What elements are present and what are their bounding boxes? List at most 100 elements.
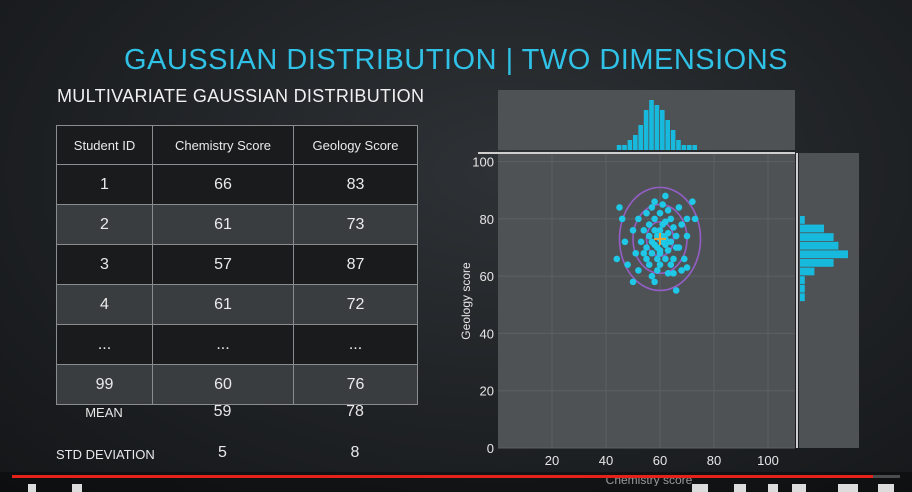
data-point (651, 241, 658, 248)
data-point (629, 227, 637, 234)
data-point (645, 261, 653, 268)
slide-subtitle: MULTIVARIATE GAUSSIAN DISTRIBUTION (57, 86, 425, 106)
volume-icon[interactable] (72, 484, 82, 492)
fullscreen-icon[interactable] (878, 484, 894, 492)
gear-icon[interactable] (734, 484, 746, 492)
main-panel (498, 153, 795, 448)
data-point (618, 215, 626, 223)
mean-marker (654, 232, 666, 245)
data-point (667, 238, 675, 246)
cell-geology: 73 (293, 204, 418, 245)
data-point (670, 224, 677, 231)
data-point (654, 232, 661, 240)
x-tick-labels: 20 40 60 80 100 (545, 453, 779, 468)
cell-geology: ... (293, 324, 418, 365)
data-point (654, 267, 661, 274)
std-chemistry: 5 (218, 444, 227, 461)
right-histogram (800, 216, 848, 302)
table-row: 2 61 73 (56, 204, 418, 245)
table-row: 1 66 83 (56, 164, 418, 205)
data-point (621, 238, 629, 246)
top-hist-bar (670, 130, 676, 150)
data-point (648, 249, 656, 257)
data-point (656, 209, 664, 217)
data-point (670, 269, 677, 277)
cell-geology: 83 (293, 164, 418, 205)
contour-ellipse (618, 186, 702, 292)
y-axis-label: Geology score (459, 262, 473, 340)
right-hist-bar (800, 258, 834, 267)
data-point (645, 232, 653, 240)
data-point (651, 227, 658, 234)
x-tick-label: 100 (757, 453, 779, 468)
play-icon[interactable] (28, 484, 36, 492)
progress-fill (12, 475, 874, 478)
right-hist-panel (799, 153, 859, 448)
top-hist-bar (665, 120, 670, 150)
data-point (672, 287, 680, 294)
data-point (678, 221, 685, 228)
cast-icon[interactable] (838, 484, 858, 492)
data-point (683, 215, 691, 223)
right-hist-bar (800, 267, 815, 276)
data-point (689, 198, 696, 205)
mean-geology: 78 (346, 403, 364, 420)
cell-student-id: 3 (56, 244, 153, 285)
x-tick-label: 60 (653, 453, 667, 468)
data-point (637, 238, 645, 246)
data-point (664, 247, 672, 254)
theater-icon[interactable] (792, 484, 806, 492)
data-point (664, 206, 672, 214)
data-point (635, 267, 642, 274)
top-hist-bar (616, 145, 622, 150)
std-geology: 8 (350, 444, 360, 461)
top-hist-bar (687, 145, 692, 150)
data-point (616, 204, 623, 211)
cell-chemistry: ... (152, 324, 294, 365)
data-point (662, 192, 669, 200)
cell-chemistry: 61 (152, 204, 294, 245)
data-point (672, 244, 680, 251)
table-header-row: Student ID Chemistry Score Geology Score (56, 125, 418, 165)
data-point (656, 249, 664, 257)
data-point (645, 221, 653, 228)
miniplayer-icon[interactable] (768, 484, 778, 492)
slide-title: GAUSSIAN DISTRIBUTION | TWO DIMENSIONS (123, 44, 789, 76)
data-points (613, 192, 699, 294)
data-point (667, 215, 675, 223)
top-hist-bar (633, 135, 638, 150)
right-hist-bar (800, 276, 805, 284)
std-label: STD DEVIATION (56, 447, 155, 462)
data-point (643, 255, 650, 263)
right-hist-bar (800, 233, 834, 241)
data-point (678, 267, 685, 274)
data-point (662, 218, 669, 226)
data-point (691, 215, 699, 223)
top-hist-bar (638, 125, 643, 150)
cell-student-id: 2 (56, 204, 153, 245)
cell-chemistry: 61 (152, 284, 294, 325)
data-point (683, 264, 691, 271)
top-hist-bar (627, 140, 633, 150)
data-point (632, 249, 639, 257)
cell-student-id: 1 (56, 164, 153, 205)
top-hist-bar (643, 110, 649, 150)
data-point (681, 255, 688, 263)
data-point (675, 204, 683, 211)
data-point (664, 229, 672, 237)
table-row: 3 57 87 (56, 244, 418, 285)
table-row: 99 60 76 (56, 364, 418, 405)
subtitles-icon[interactable] (692, 484, 708, 492)
progress-track[interactable] (12, 475, 900, 478)
y-tick-labels: 0 20 40 60 80 100 (472, 155, 494, 456)
data-point (651, 278, 658, 286)
data-point (656, 227, 664, 234)
top-histogram (616, 100, 697, 150)
top-hist-bar (654, 105, 660, 150)
top-hist-bar (622, 145, 627, 150)
cell-chemistry: 57 (152, 244, 294, 285)
cell-student-id: 4 (56, 284, 153, 325)
x-tick-label: 40 (599, 453, 613, 468)
header-student-id: Student ID (56, 125, 153, 165)
